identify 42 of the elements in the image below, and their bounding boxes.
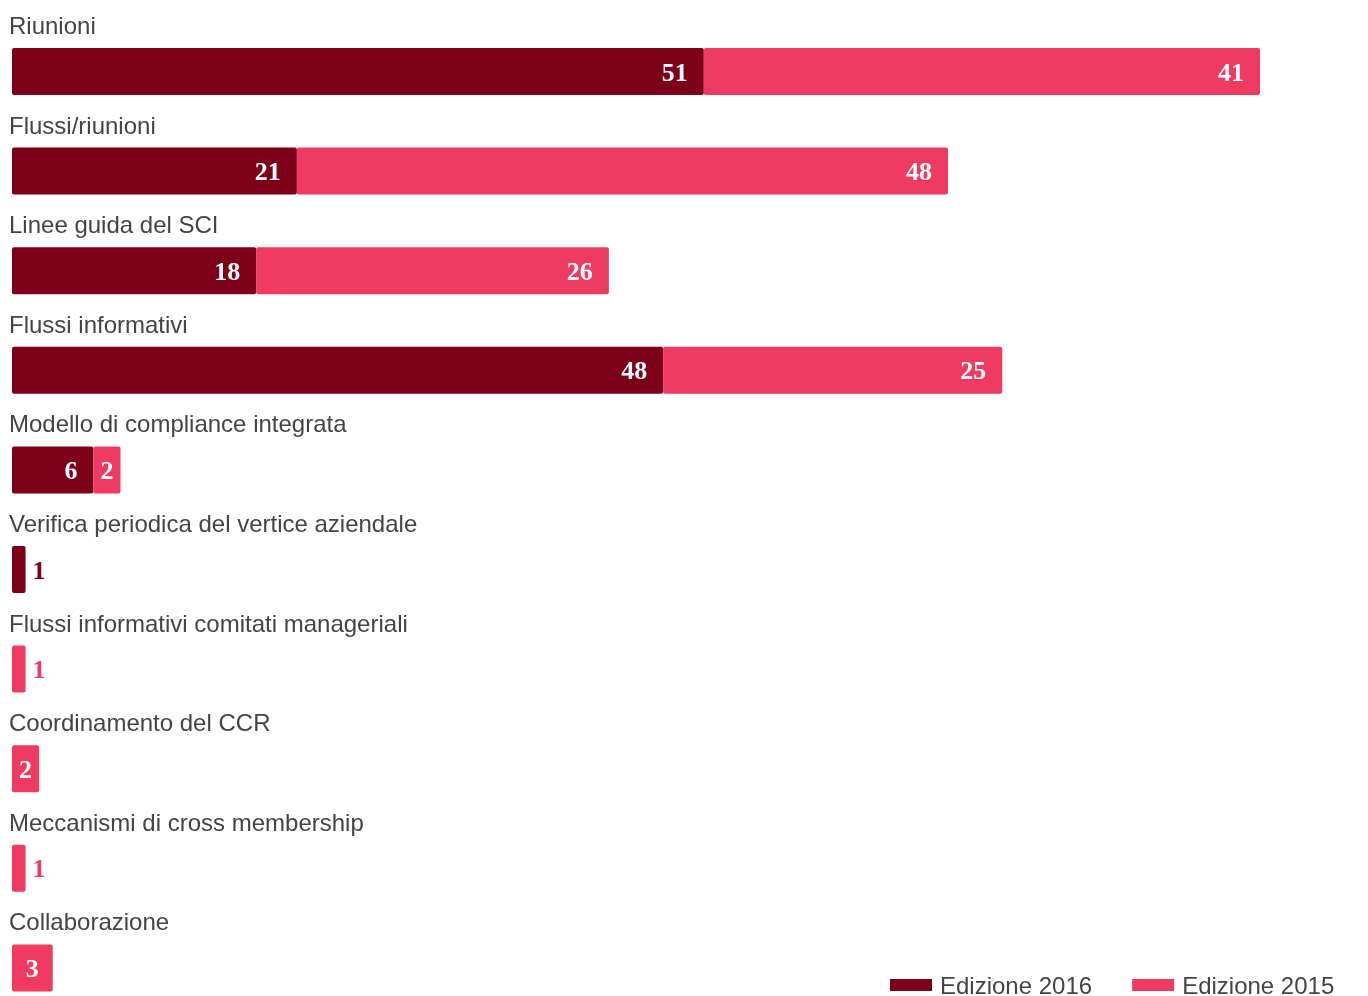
bar [12,645,26,693]
bar [256,247,609,295]
legend-label: Edizione 2016 [940,972,1093,996]
data-label: 2 [19,754,33,784]
bar [12,147,297,195]
legend-label: Edizione 2015 [1182,972,1335,996]
data-label: 41 [1218,57,1244,87]
data-label: 1 [32,655,46,685]
bar [663,346,1003,394]
y-tick-label: Riunioni [9,12,96,39]
bar [12,346,664,394]
y-tick-label: Coordinamento del CCR [9,709,271,737]
bar [12,546,26,593]
bar [93,446,121,494]
bar [296,147,948,195]
y-tick-label: Collaborazione [9,908,170,936]
data-label: 26 [566,256,593,286]
data-label: 1 [32,555,46,585]
data-label: 6 [64,455,78,485]
bar [12,446,94,494]
y-tick-label: Modello di compliance integrata [9,410,348,438]
bar [12,944,53,992]
data-label: 1 [32,854,46,884]
data-label: 48 [621,356,648,386]
data-label: 2 [100,455,114,485]
bar [12,844,26,892]
bar [12,247,257,295]
y-tick-label: Linee guida del SCI [9,211,219,239]
data-label: 18 [214,256,241,286]
data-label: 48 [906,157,932,187]
bar [12,48,704,95]
bar [703,48,1260,95]
y-tick-label: Meccanismi di cross membership [9,808,364,836]
y-tick-label: Flussi/riunioni [9,111,156,139]
y-tick-label: Verifica periodica del vertice aziendale [9,510,418,537]
data-label: 51 [661,57,688,87]
data-label: 3 [25,953,39,983]
data-label: 25 [960,356,987,386]
bar [12,745,40,793]
y-tick-label: Flussi informativi comitati manageriali [9,609,408,637]
data-label: 21 [254,157,281,187]
y-tick-label: Flussi informativi [9,310,188,338]
